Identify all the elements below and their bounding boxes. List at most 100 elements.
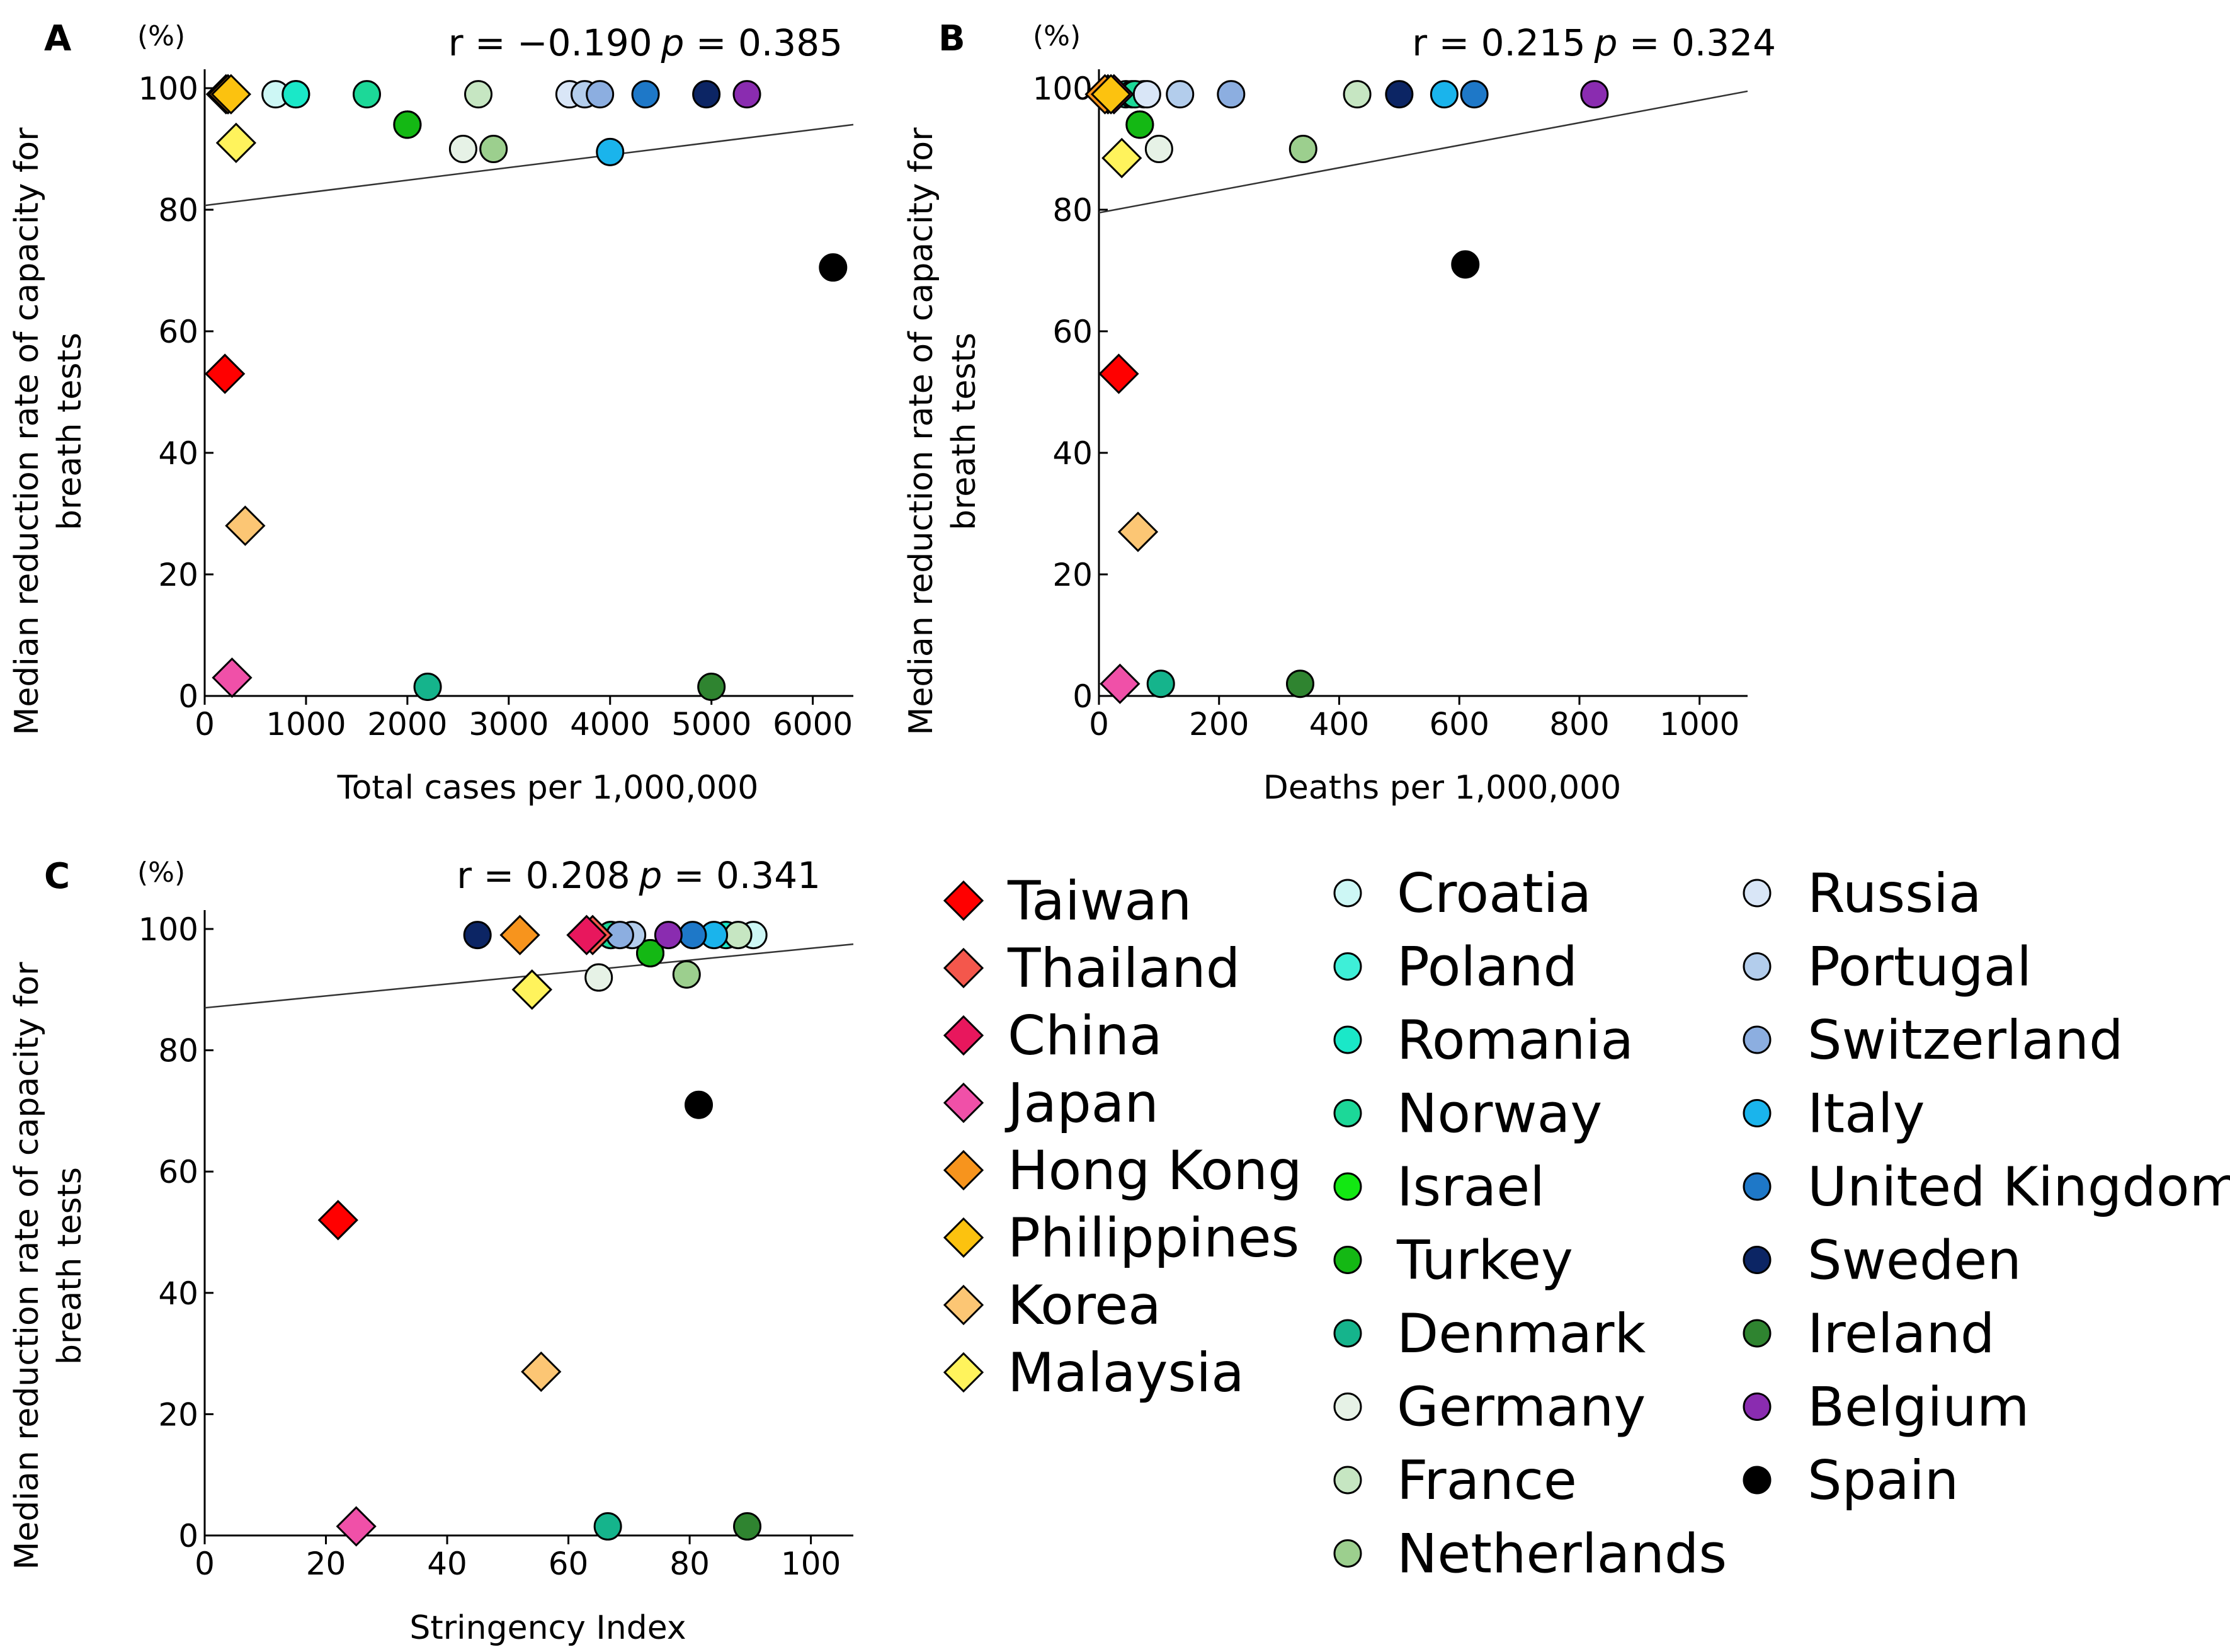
- panel-c-y-tick-label: 100: [139, 911, 198, 948]
- panel-c-x-tick-label: 0: [195, 1546, 215, 1582]
- panel-a-regression-line: [204, 123, 854, 207]
- legend-marker-belgium: [1743, 1393, 1772, 1421]
- panel-b-point-ireland: [1285, 669, 1314, 698]
- panel-b-y-unit: (%): [1033, 20, 1081, 52]
- panel-c-point-hongkong: [499, 914, 540, 955]
- panel-a-y-tick-label: 20: [158, 557, 198, 593]
- legend-marker-korea: [943, 1284, 984, 1326]
- panel-b-x-tick-label: 0: [1089, 706, 1109, 743]
- panel-b-y-tick-label: 40: [1052, 435, 1093, 472]
- panel-a-point-korea: [225, 505, 266, 546]
- panel-b-x-tick-label: 800: [1549, 706, 1609, 743]
- panel-c: C (%) r = 0.208 p = 0.341 0 20 40 60 80 100 0 20…: [8, 854, 854, 1647]
- panel-b-x-tick-label: 200: [1189, 706, 1249, 743]
- panel-c-x-axis-label: Stringency Index: [409, 1609, 686, 1647]
- legend-marker-thailand: [943, 947, 984, 989]
- panel-a-label: A: [44, 18, 72, 59]
- legend-marker-italy: [1743, 1099, 1772, 1127]
- legend-item-ireland: Ireland: [1743, 1302, 1994, 1365]
- legend-marker-spain: [1743, 1466, 1772, 1495]
- legend-marker-malaysia: [943, 1352, 984, 1393]
- legend-item-italy: Italy: [1743, 1083, 1925, 1146]
- panel-a-point-denmark: [413, 673, 442, 702]
- panel-c-y-axis-label-line2: breath tests: [51, 1167, 89, 1365]
- panel-c-point-korea: [521, 1351, 562, 1393]
- legend-marker-netherlands: [1333, 1539, 1362, 1568]
- legend-marker-hongkong: [943, 1149, 984, 1191]
- legend-marker-poland: [1333, 952, 1362, 981]
- panel-c-point-germany: [584, 963, 613, 992]
- panel-c-y-tick-label: 0: [178, 1518, 198, 1554]
- panel-c-x-tick-label: 100: [781, 1546, 841, 1582]
- legend-marker-uk: [1743, 1172, 1772, 1201]
- panel-b-x-tick-label: 1000: [1659, 706, 1739, 743]
- legend-item-norway: Norway: [1333, 1083, 1602, 1146]
- panel-c-y-unit: (%): [137, 857, 185, 889]
- legend-marker-france: [1333, 1466, 1362, 1495]
- legend-label-uk: United Kingdom: [1807, 1156, 2230, 1219]
- legend-marker-croatia: [1333, 879, 1362, 908]
- panel-a-y-axis-label-line2: breath tests: [51, 333, 89, 530]
- legend-item-thailand: Thailand: [943, 937, 1240, 1000]
- panel-a-y-unit: (%): [137, 20, 185, 52]
- legend-label-germany: Germany: [1397, 1376, 1646, 1439]
- legend-item-russia: Russia: [1743, 862, 1982, 925]
- panel-a-point-norway: [353, 80, 381, 109]
- panel-c-point-sweden: [463, 921, 492, 950]
- panel-c-point-spain: [685, 1090, 714, 1119]
- panel-b-label: B: [938, 18, 965, 59]
- panel-a-x-tick-label: 3000: [469, 706, 549, 743]
- panel-c-point-netherlands: [672, 960, 701, 989]
- panel-b-point-italy: [1430, 80, 1459, 109]
- legend-item-uk: United Kingdom: [1743, 1156, 2230, 1219]
- panel-b-x-axis-label: Deaths per 1,000,000: [1263, 769, 1621, 807]
- panel-b-x-tick-label: 600: [1430, 706, 1489, 743]
- legend-label-taiwan: Taiwan: [1007, 870, 1192, 933]
- legend-label-hongkong: Hong Kong: [1008, 1139, 1302, 1202]
- panel-b: B (%) r = 0.215 p = 0.324 0 200 400 600 800 10…: [902, 18, 1776, 807]
- legend-item-poland: Poland: [1333, 936, 1578, 999]
- panel-c-point-denmark: [593, 1512, 622, 1541]
- panel-c-point-belgium: [654, 921, 683, 950]
- legend-label-malaysia: Malaysia: [1008, 1342, 1244, 1404]
- panel-b-stat: r = 0.215 p = 0.324: [1412, 21, 1776, 64]
- panel-a-point-taiwan: [205, 353, 246, 394]
- panel-a-point-philippines: [210, 74, 251, 115]
- panel-b-point-spain: [1451, 250, 1480, 279]
- legend-label-ireland: Ireland: [1807, 1302, 1994, 1365]
- panel-b-point-turkey: [1125, 110, 1154, 139]
- legend-marker-ireland: [1743, 1319, 1772, 1348]
- legend-label-turkey: Turkey: [1396, 1229, 1573, 1292]
- legend-label-denmark: Denmark: [1397, 1302, 1646, 1365]
- panel-c-y-tick-label: 40: [158, 1275, 198, 1312]
- panel-b-point-taiwan: [1098, 353, 1139, 394]
- legend-marker-denmark: [1333, 1319, 1362, 1348]
- panel-c-point-ireland: [733, 1512, 762, 1541]
- legend-marker-romania: [1333, 1025, 1362, 1054]
- panel-b-y-tick-label: 80: [1052, 192, 1093, 229]
- panel-b-plot-area: 0 200 400 600 800 1000 0 20 40 60 80 100: [1033, 69, 1748, 743]
- panel-c-x-tick-label: 60: [549, 1546, 589, 1582]
- legend-item-switzerland: Switzerland: [1743, 1009, 2124, 1072]
- panel-b-point-switzerland: [1217, 80, 1246, 109]
- panel-b-point-japan: [1100, 663, 1141, 704]
- legend-label-netherlands: Netherlands: [1397, 1523, 1727, 1586]
- panel-c-point-france: [724, 921, 753, 950]
- legend-item-israel: Israel: [1333, 1156, 1545, 1219]
- panel-c-y-tick-label: 80: [158, 1033, 198, 1069]
- legend-label-croatia: Croatia: [1397, 862, 1591, 925]
- legend-item-china: China: [943, 1005, 1163, 1068]
- panel-a-x-tick-label: 5000: [671, 706, 751, 743]
- legend-item-portugal: Portugal: [1743, 936, 2032, 999]
- panel-a-point-japan: [212, 657, 253, 698]
- legend-label-korea: Korea: [1008, 1274, 1161, 1337]
- panel-a-point-romania: [282, 80, 310, 109]
- panel-c-plot-area: 0 20 40 60 80 100 0 20 40 60 80 100: [139, 910, 854, 1582]
- legend-label-poland: Poland: [1397, 936, 1578, 999]
- legend-marker-switzerland: [1743, 1025, 1772, 1054]
- panel-a-point-switzerland: [586, 80, 615, 109]
- panel-b-point-france: [1343, 80, 1372, 109]
- panel-a-point-italy: [596, 137, 625, 166]
- panel-c-x-tick-label: 80: [669, 1546, 710, 1582]
- panel-a-point-germany: [448, 135, 477, 163]
